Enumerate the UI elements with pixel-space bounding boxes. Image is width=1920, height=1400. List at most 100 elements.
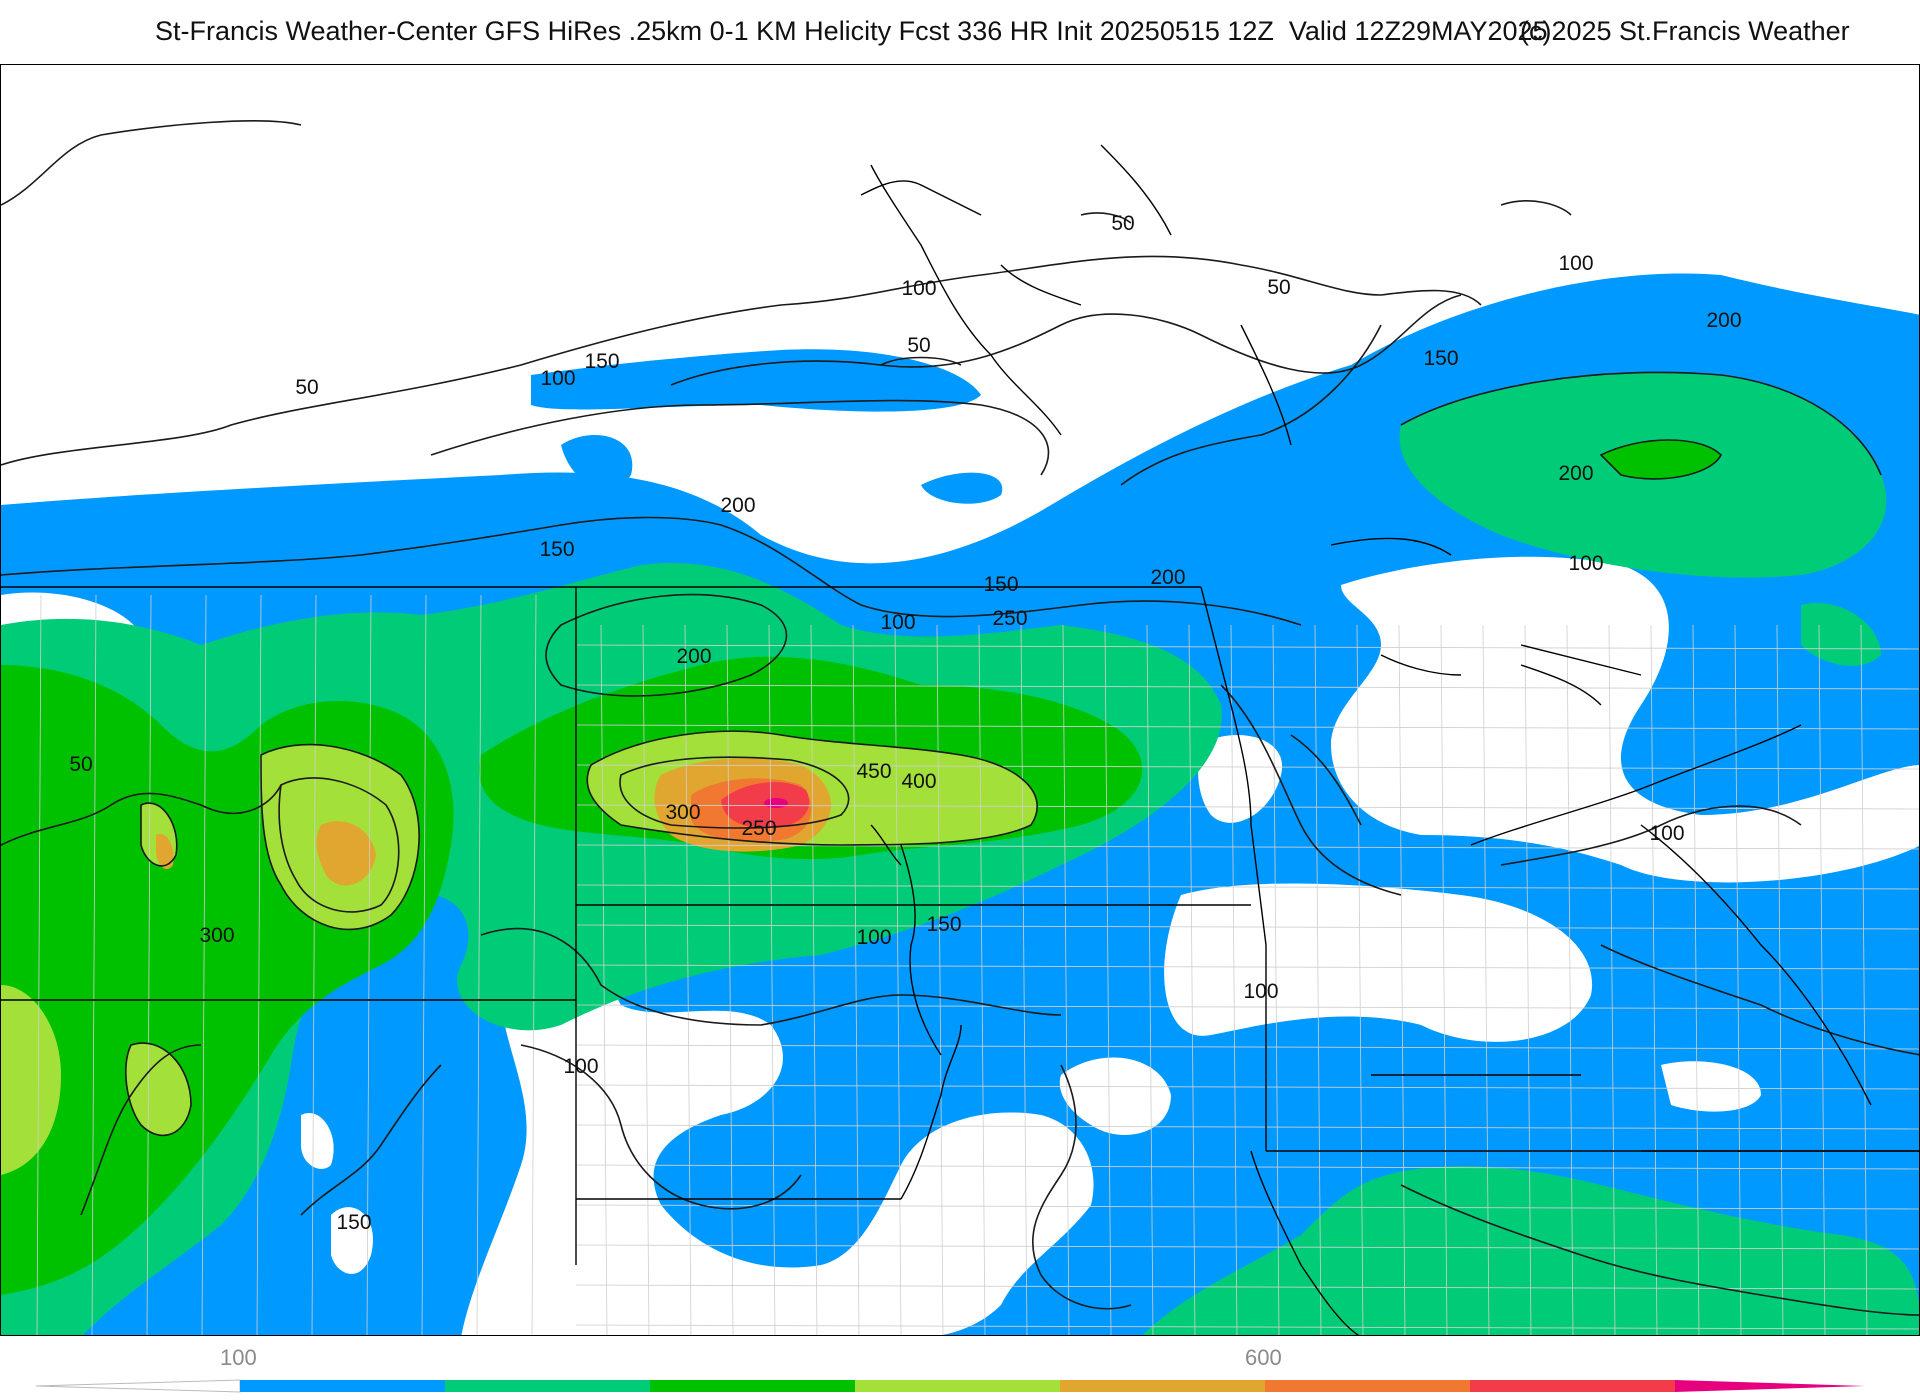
colorbar-bin	[1265, 1380, 1470, 1392]
county-line	[1776, 624, 1784, 1335]
county-line	[146, 594, 152, 1335]
county-line	[600, 624, 608, 1335]
contour-label: 100	[901, 277, 936, 300]
county-line	[1020, 624, 1028, 1335]
contour-label: 400	[901, 770, 936, 793]
contour-label: 200	[1150, 566, 1185, 589]
map-title: St-Francis Weather-Center GFS HiRes .25k…	[0, 8, 1920, 58]
county-line	[366, 594, 372, 1335]
county-line	[575, 1124, 1919, 1130]
colorbar-over-arrow	[1675, 1380, 1865, 1392]
county-line	[1566, 624, 1574, 1335]
title-text: St-Francis Weather-Center GFS HiRes .25k…	[155, 16, 1548, 46]
county-line	[575, 1044, 1919, 1050]
county-line	[575, 804, 1919, 810]
county-line	[91, 594, 97, 1335]
contour-label: 150	[539, 538, 574, 561]
contour-label: 100	[563, 1055, 598, 1078]
contour-label: 50	[907, 334, 930, 357]
county-line	[575, 964, 1919, 970]
county-line	[575, 1004, 1919, 1010]
county-line	[311, 594, 317, 1335]
colorbar-bin	[650, 1380, 855, 1392]
county-line	[575, 644, 1919, 650]
contour-label: 100	[880, 611, 915, 634]
contour-label: 300	[665, 801, 700, 824]
county-line	[936, 624, 944, 1335]
contour-label: 150	[983, 573, 1018, 596]
contour-lines	[1, 120, 1919, 1316]
contour-label: 450	[856, 760, 891, 783]
helicity-map: 50 50 50 50 50 100 100 100 100 100 100 100 100 100 150…	[0, 64, 1920, 1336]
county-line	[1692, 624, 1700, 1335]
contour-label: 50	[1111, 212, 1134, 235]
shade-holes	[1, 556, 1919, 1335]
county-line	[1608, 624, 1616, 1335]
county-line	[894, 624, 902, 1335]
contour-label: 100	[1243, 980, 1278, 1003]
county-line	[1146, 624, 1154, 1335]
contour-label: 100	[1558, 252, 1593, 275]
contour-label: 100	[540, 367, 575, 390]
county-line	[1062, 624, 1070, 1335]
county-line	[575, 1244, 1919, 1250]
county-line	[575, 1324, 1919, 1330]
county-line	[1188, 624, 1196, 1335]
county-line	[726, 624, 734, 1335]
contour-label: 150	[1423, 347, 1458, 370]
colorbar-bins	[35, 1379, 1865, 1393]
colorbar-bin	[240, 1380, 445, 1392]
county-line	[1860, 624, 1868, 1335]
contour-label: 200	[1558, 462, 1593, 485]
county-line	[1104, 624, 1112, 1335]
contour-label: 200	[1706, 309, 1741, 332]
contour-label: 100	[1568, 552, 1603, 575]
county-line	[1818, 624, 1826, 1335]
county-line	[575, 1164, 1919, 1170]
shade-600	[764, 798, 788, 808]
contour-label: 300	[199, 924, 234, 947]
county-line	[36, 594, 42, 1335]
contour-label: 200	[720, 494, 755, 517]
contour-label: 150	[584, 350, 619, 373]
county-line	[575, 884, 1919, 890]
county-line	[575, 684, 1919, 690]
county-line	[575, 764, 1919, 770]
contour-label: 50	[295, 376, 318, 399]
county-line	[1524, 624, 1532, 1335]
colorbar-bin	[445, 1380, 650, 1392]
county-lines	[36, 594, 1919, 1335]
county-line	[575, 924, 1919, 930]
copyright-text: (c)2025 St.Francis Weather	[1520, 16, 1850, 46]
contour-label: 100	[1649, 822, 1684, 845]
county-line	[684, 624, 692, 1335]
county-line	[1440, 624, 1448, 1335]
contour-label: 50	[69, 753, 92, 776]
contour-label: 200	[676, 645, 711, 668]
colorbar-tick-100: 100	[220, 1345, 257, 1370]
colorbar-tick-600: 600	[1245, 1345, 1282, 1370]
county-line	[575, 1084, 1919, 1090]
colorbar-bin	[1470, 1380, 1675, 1392]
county-line	[1398, 624, 1406, 1335]
county-line	[1482, 624, 1490, 1335]
county-line	[476, 594, 482, 1335]
county-line	[575, 1204, 1919, 1210]
county-line	[768, 624, 776, 1335]
county-line	[256, 594, 262, 1335]
county-line	[575, 1284, 1919, 1290]
county-line	[1356, 624, 1364, 1335]
colorbar-bin	[1060, 1380, 1265, 1392]
contour-label: 100	[856, 926, 891, 949]
contour-label-group: 50 50 50 50 50 100 100 100 100 100 100 100 100 100 150…	[69, 212, 1741, 1234]
colorbar	[35, 1379, 1865, 1393]
county-line	[531, 594, 537, 1335]
county-line	[978, 624, 986, 1335]
map-canvas: 50 50 50 50 50 100 100 100 100 100 100 100 100 100 150…	[1, 120, 1919, 1335]
contour-label: 50	[1267, 276, 1290, 299]
contour-label: 150	[336, 1211, 371, 1234]
political-borders	[1, 144, 1919, 1335]
colorbar-under-arrow	[35, 1379, 241, 1393]
contour-label: 150	[926, 913, 961, 936]
county-line	[421, 594, 427, 1335]
